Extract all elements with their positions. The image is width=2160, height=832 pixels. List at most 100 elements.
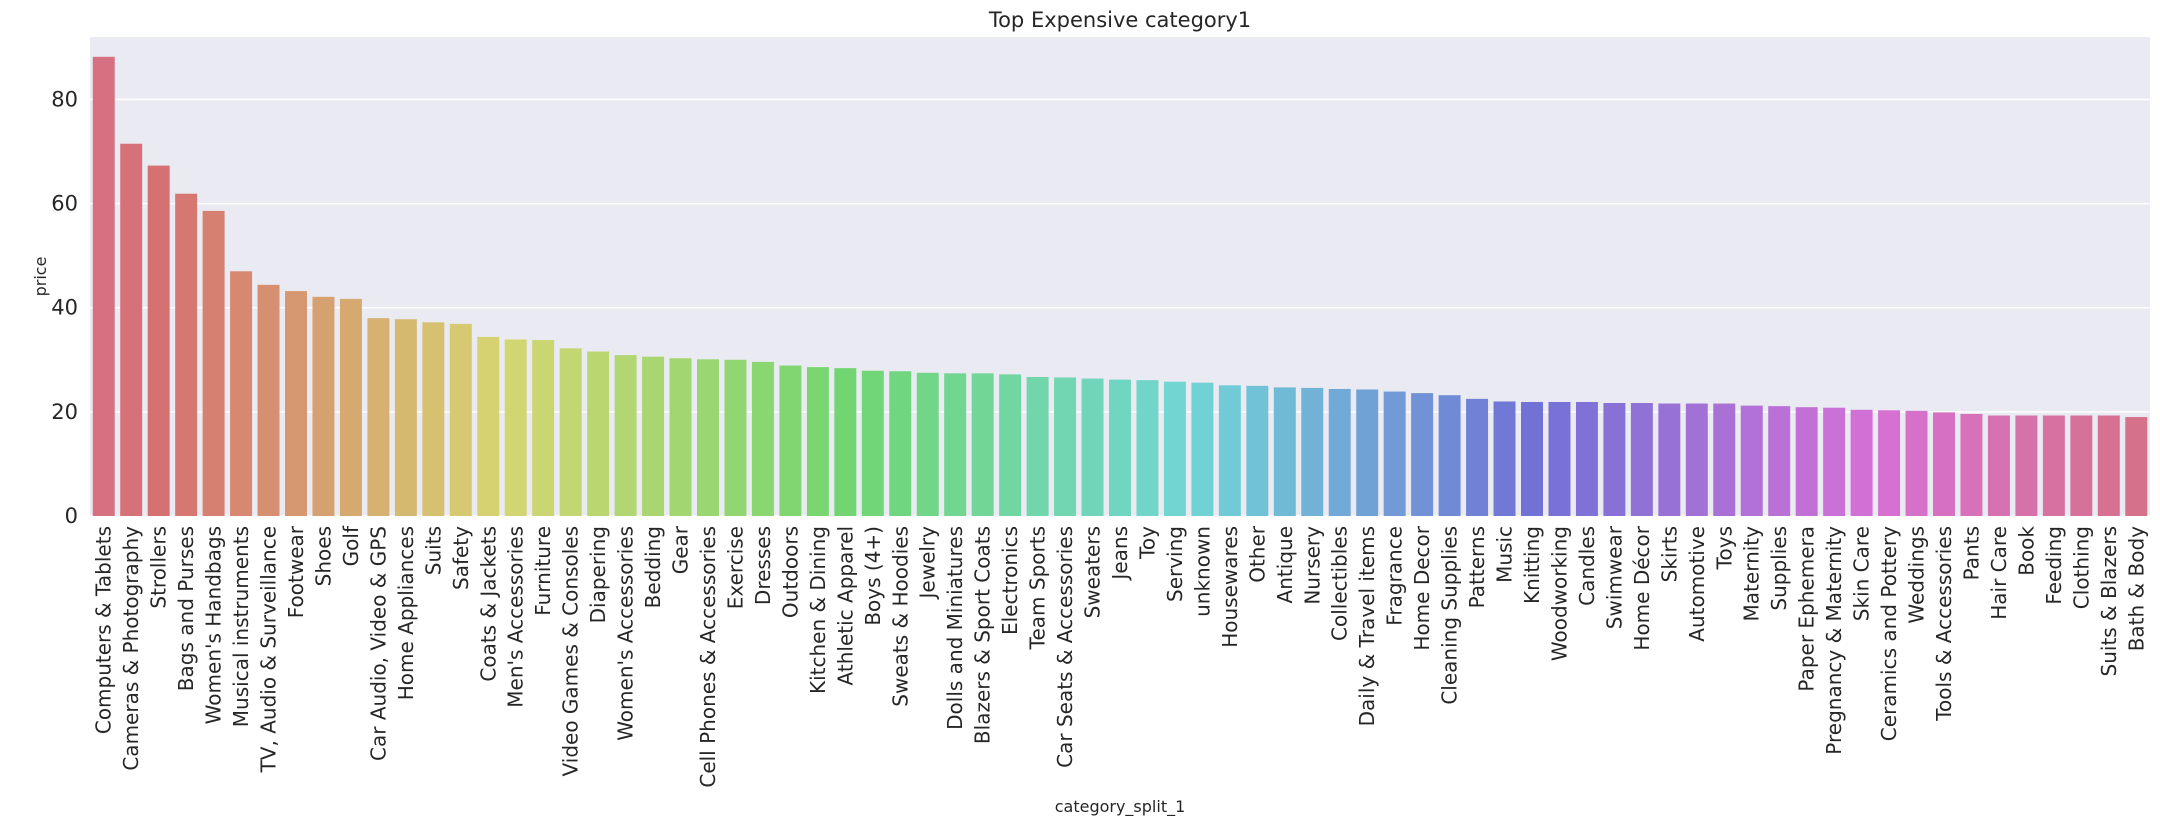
- x-tick-label: Home Decor: [1410, 525, 1434, 650]
- bar: [1054, 377, 1077, 516]
- x-tick-label: Women's Handbags: [202, 526, 226, 724]
- bar: [1273, 387, 1296, 516]
- x-tick-label: Music: [1493, 526, 1517, 583]
- x-tick-label: Shoes: [311, 526, 335, 586]
- x-tick-label: Ceramics and Pottery: [1877, 526, 1901, 741]
- bar: [230, 271, 253, 516]
- bar: [1438, 395, 1461, 516]
- bar: [971, 373, 994, 516]
- x-tick-label: TV, Audio & Surveillance: [257, 526, 281, 773]
- bar: [2042, 415, 2065, 516]
- bar: [422, 322, 445, 516]
- bar: [1493, 401, 1516, 516]
- x-tick-label: Fragrance: [1383, 526, 1407, 626]
- x-tick-label: Housewares: [1218, 526, 1242, 648]
- y-axis-label: price: [31, 257, 50, 297]
- bar: [1933, 412, 1955, 516]
- x-tick-label: Gear: [669, 525, 693, 574]
- x-tick-label: Video Games & Consoles: [559, 526, 583, 776]
- bar: [312, 296, 335, 516]
- x-tick-label: Toys: [1712, 526, 1736, 570]
- bar: [1768, 406, 1791, 516]
- x-tick-label: Furniture: [531, 526, 555, 616]
- x-tick-label: Suits: [421, 526, 445, 575]
- x-tick-label: Kitchen & Dining: [806, 526, 830, 694]
- x-axis-label: category_split_1: [1055, 797, 1186, 817]
- bar: [559, 348, 582, 516]
- x-tick-label: Strollers: [147, 526, 171, 609]
- y-tick-label: 40: [51, 296, 78, 320]
- bar: [92, 56, 115, 516]
- bar: [1740, 405, 1763, 516]
- bar: [944, 373, 967, 516]
- bar: [175, 193, 198, 516]
- bar: [916, 372, 939, 516]
- bar: [2125, 417, 2148, 516]
- bar: [504, 339, 527, 516]
- bar: [1109, 379, 1131, 516]
- bar: [779, 365, 802, 516]
- bar: [285, 291, 307, 516]
- x-tick-label: Swimwear: [1602, 525, 1626, 629]
- x-tick-label: Pregnancy & Maternity: [1822, 526, 1846, 755]
- x-tick-label: Serving: [1163, 526, 1187, 602]
- x-tick-label: Team Sports: [1026, 526, 1050, 650]
- bar: [394, 319, 417, 516]
- bar: [1823, 407, 1846, 516]
- bar: [1987, 415, 2010, 516]
- x-tick-label: Supplies: [1767, 526, 1791, 611]
- bar: [477, 336, 500, 516]
- x-tick-label: Home Appliances: [394, 526, 418, 700]
- x-tick-label: Patterns: [1465, 526, 1489, 608]
- bar: [2097, 415, 2120, 516]
- bar: [202, 210, 225, 516]
- bar: [2015, 415, 2038, 516]
- bar: [1795, 407, 1818, 516]
- x-tick-label: Boys (4+): [861, 526, 885, 626]
- x-tick-label: unknown: [1190, 526, 1214, 617]
- bar: [724, 359, 747, 516]
- bar: [1081, 378, 1104, 516]
- bar: [587, 351, 610, 516]
- x-tick-label: Suits & Blazers: [2097, 526, 2121, 676]
- x-tick-label: Cell Phones & Accessories: [696, 526, 720, 788]
- x-tick-label: Home Décor: [1630, 525, 1654, 650]
- x-tick-label: Daily & Travel items: [1355, 526, 1379, 726]
- x-tick-label: Blazers & Sport Coats: [971, 526, 995, 744]
- x-tick-label: Computers & Tablets: [92, 526, 116, 734]
- x-tick-label: Dresses: [751, 526, 775, 605]
- bar: [1630, 403, 1653, 516]
- x-tick-label: Bath & Body: [2124, 526, 2148, 651]
- x-tick-label: Diapering: [586, 526, 610, 623]
- bar: [1026, 376, 1049, 516]
- x-tick-label: Candles: [1575, 526, 1599, 606]
- x-tick-label: Exercise: [723, 526, 747, 609]
- bar: [1301, 387, 1324, 516]
- bar: [889, 371, 912, 516]
- x-tick-label: Weddings: [1905, 526, 1929, 624]
- x-tick-label: Nursery: [1300, 526, 1324, 605]
- x-tick-label: Woodworking: [1547, 526, 1571, 661]
- x-tick-label: Golf: [339, 525, 363, 566]
- bar: [1163, 381, 1186, 516]
- x-tick-label: Paper Ephemera: [1795, 526, 1819, 692]
- x-tick-label: Outdoors: [778, 526, 802, 618]
- bar: [642, 356, 665, 516]
- x-tick-label: Clothing: [2069, 526, 2093, 609]
- bar: [1960, 413, 1983, 516]
- x-axis-ticks: Computers & Tablets Cameras & Photography…: [92, 525, 2149, 788]
- x-tick-label: Maternity: [1740, 526, 1764, 622]
- chart-title: Top Expensive category1: [988, 8, 1251, 32]
- bar: [1383, 391, 1406, 516]
- bar: [751, 361, 774, 516]
- bar: [1136, 380, 1159, 516]
- x-tick-label: Sweats & Hoodies: [888, 526, 912, 707]
- x-tick-label: Tools & Accessories: [1932, 526, 1956, 722]
- x-tick-label: Pants: [1959, 526, 1983, 580]
- bar: [1356, 389, 1379, 516]
- x-tick-label: Safety: [449, 526, 473, 590]
- x-tick-label: Collectibles: [1328, 526, 1352, 641]
- bar: [120, 143, 143, 516]
- x-tick-label: Book: [2014, 526, 2038, 576]
- bar: [1328, 388, 1351, 516]
